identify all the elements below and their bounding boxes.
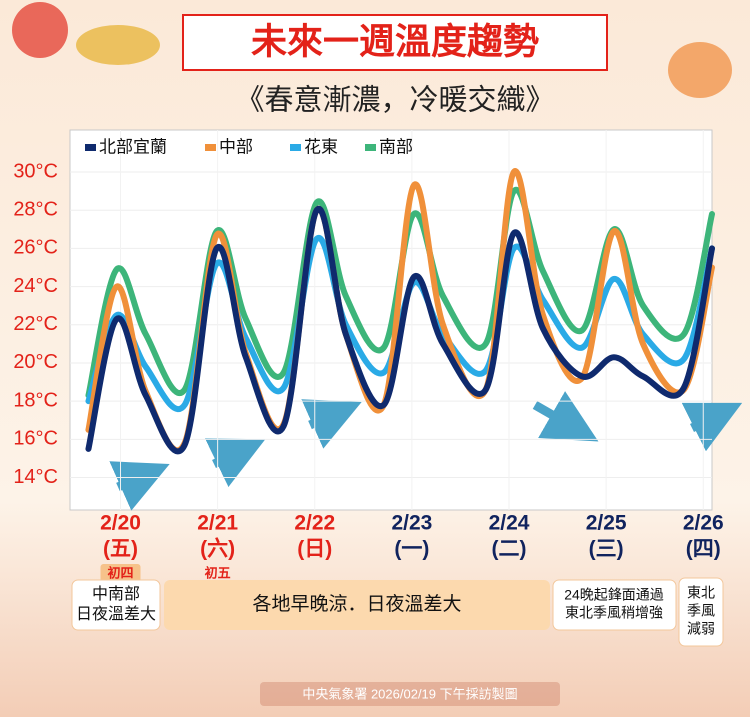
lantern-decoration xyxy=(12,2,68,58)
note-text: 季風 xyxy=(687,603,715,619)
x-tick-sublabel: (五) xyxy=(103,538,138,561)
lantern-decoration xyxy=(668,42,732,98)
y-tick-label: 18°C xyxy=(13,389,58,411)
legend-label: 南部 xyxy=(379,137,413,156)
note-text: 東北 xyxy=(687,585,715,601)
note-text: 24晚起鋒面通過 xyxy=(564,587,664,603)
x-tick-label: 2/24 xyxy=(489,512,530,535)
note-text: 減弱 xyxy=(687,621,715,637)
note-text: 中南部 xyxy=(92,585,140,603)
y-tick-label: 30°C xyxy=(13,160,58,182)
legend-swatch xyxy=(290,144,301,151)
y-tick-label: 22°C xyxy=(13,313,58,335)
x-tick-sublabel: (四) xyxy=(686,538,721,561)
note-text: 日夜溫差大 xyxy=(76,605,156,623)
x-tick-label: 2/25 xyxy=(586,512,627,535)
subtitle: 《春意漸濃，冷暖交織》 xyxy=(235,84,554,117)
y-tick-label: 14°C xyxy=(13,466,58,488)
note-box xyxy=(164,580,550,630)
legend-label: 北部宜蘭 xyxy=(99,137,167,156)
lunar-label-bg xyxy=(100,564,141,582)
legend-label: 中部 xyxy=(219,137,253,156)
title: 未來一週溫度趨勢 xyxy=(251,21,539,62)
y-tick-label: 24°C xyxy=(13,275,58,297)
legend-swatch xyxy=(85,144,96,151)
x-tick-sublabel: (日) xyxy=(297,538,332,561)
note-box xyxy=(678,577,724,647)
x-tick-sublabel: (一) xyxy=(394,538,429,561)
lunar-label: 初四 xyxy=(107,565,133,580)
legend-swatch xyxy=(205,144,216,151)
x-tick-label: 2/20 xyxy=(100,512,141,535)
x-tick-label: 2/21 xyxy=(197,512,238,535)
arrow xyxy=(204,438,266,488)
note-box xyxy=(71,579,161,631)
arrow xyxy=(532,391,599,442)
x-tick-sublabel: (三) xyxy=(589,538,624,561)
title-box xyxy=(182,14,608,71)
legend-swatch xyxy=(365,144,376,151)
arrow xyxy=(681,402,743,452)
x-tick-label: 2/23 xyxy=(391,512,432,535)
legend-label: 花東 xyxy=(304,137,338,156)
gold-ingot-decoration xyxy=(76,25,160,65)
footer-band xyxy=(260,682,560,706)
y-tick-label: 26°C xyxy=(13,237,58,259)
x-tick-sublabel: (六) xyxy=(200,538,235,561)
note-text: 東北季風稍增強 xyxy=(565,605,663,621)
note-box xyxy=(552,579,677,631)
x-tick-label: 2/22 xyxy=(294,512,335,535)
y-tick-label: 28°C xyxy=(13,198,58,220)
footer: 中央氣象署 2026/02/19 下午採訪製圖 xyxy=(302,686,517,701)
x-tick-label: 2/26 xyxy=(683,512,724,535)
y-tick-label: 16°C xyxy=(13,428,58,450)
y-tick-label: 20°C xyxy=(13,351,58,373)
arrow xyxy=(109,461,170,511)
series-line xyxy=(85,205,715,455)
note-text: 各地早晚涼．日夜溫差大 xyxy=(252,593,461,615)
x-tick-sublabel: (二) xyxy=(492,538,527,561)
lunar-label: 初五 xyxy=(205,565,231,580)
series-line xyxy=(85,234,715,413)
